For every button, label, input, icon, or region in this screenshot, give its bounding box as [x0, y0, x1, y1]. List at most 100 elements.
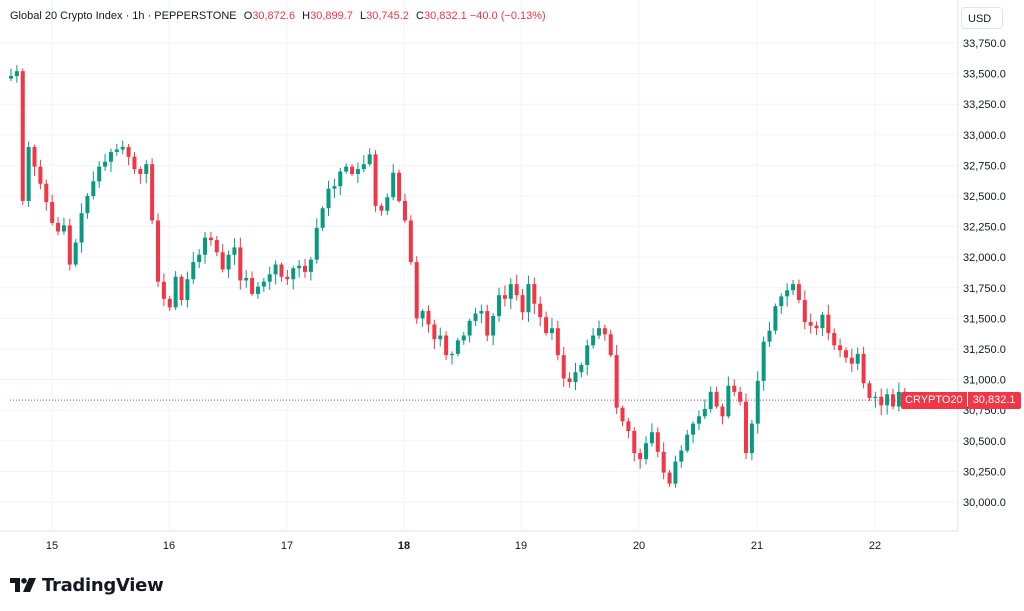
grid-lines: [0, 0, 958, 531]
candle-down: [485, 311, 490, 336]
legend-high-label: H: [302, 10, 311, 22]
legend-low: 30,745.2: [366, 10, 409, 22]
candle-down: [514, 284, 519, 296]
legend-title: Global 20 Crypto Index · 1h · PEPPERSTON…: [10, 10, 237, 22]
candle-down: [156, 220, 160, 282]
candle-up: [185, 279, 190, 301]
candle-down: [843, 350, 848, 358]
candle-down: [808, 322, 813, 326]
candle-up: [779, 296, 784, 307]
candle-up: [261, 281, 266, 287]
candle-up: [491, 315, 496, 336]
candle-up: [73, 242, 78, 265]
candle-down: [397, 172, 402, 201]
candle-down: [632, 431, 637, 454]
legend-close-label: C: [416, 10, 424, 22]
candle-up: [308, 259, 313, 272]
candle-up: [461, 335, 466, 341]
candle-down: [50, 202, 55, 223]
candle-up: [344, 166, 349, 172]
price-tag-symbol: CRYPTO20: [901, 392, 967, 409]
candle-up: [85, 196, 90, 214]
time-axis[interactable]: 15 16 17 18 19 20 21 22: [46, 540, 881, 552]
candle-down: [608, 334, 613, 356]
candle-up: [355, 169, 360, 174]
candle-down: [444, 335, 449, 356]
candle-down: [132, 156, 137, 170]
candle-down: [720, 406, 725, 417]
candle-down: [879, 396, 884, 406]
candle-up: [232, 247, 237, 255]
candle-down: [214, 240, 219, 253]
candle-up: [785, 290, 790, 297]
candle-up: [267, 274, 272, 282]
candle-down: [208, 237, 213, 241]
currency-button[interactable]: USD: [961, 7, 1003, 29]
candle-up: [320, 208, 325, 228]
candle-down: [614, 355, 619, 408]
candle-up: [896, 391, 901, 407]
candle-down: [279, 264, 284, 277]
candle-down: [744, 401, 748, 454]
candle-down: [56, 222, 61, 232]
candle-up: [97, 166, 102, 182]
candle-up: [685, 434, 690, 451]
price-tick-label: 31,000.0: [963, 375, 1006, 387]
candle-up: [820, 314, 825, 329]
candle-down: [402, 200, 407, 221]
legend-open: 30,872.6: [252, 10, 296, 22]
candle-up: [191, 262, 196, 280]
candle-down: [408, 220, 413, 263]
candle-up: [873, 396, 878, 398]
candle-up: [726, 385, 731, 417]
candle-up: [579, 364, 584, 373]
price-tick-label: 31,500.0: [963, 313, 1006, 325]
time-tick-label: 17: [281, 540, 293, 552]
candle-up: [438, 335, 443, 340]
candle-up: [367, 154, 372, 165]
price-tick-label: 32,500.0: [963, 191, 1006, 203]
price-tick-label: 32,750.0: [963, 160, 1006, 172]
candles: [9, 65, 907, 488]
time-tick-label: 22: [869, 540, 881, 552]
candle-up: [526, 284, 531, 313]
candle-up: [144, 164, 149, 174]
time-tick-label: 18: [398, 540, 410, 552]
price-tick-label: 33,750.0: [963, 38, 1006, 50]
candle-down: [150, 164, 155, 221]
candle-down: [126, 147, 131, 157]
candle-up: [644, 443, 649, 460]
candle-up: [573, 372, 578, 383]
candle-down: [796, 284, 801, 301]
candle-down: [502, 295, 507, 299]
candle-down: [561, 355, 566, 379]
candle-up: [702, 408, 707, 417]
candle-down: [849, 357, 854, 364]
candle-down: [655, 432, 660, 452]
candle-down: [167, 298, 172, 308]
candle-up: [885, 394, 890, 406]
candle-up: [591, 335, 596, 346]
candle-down: [426, 311, 431, 325]
candle-up: [450, 353, 454, 356]
candle-down: [861, 353, 866, 384]
candle-up: [549, 328, 554, 334]
candle-down: [838, 345, 843, 351]
candle-up: [14, 71, 19, 77]
candle-up: [761, 341, 766, 381]
candle-up: [255, 286, 260, 294]
candle-down: [20, 71, 25, 201]
candle-up: [585, 345, 590, 365]
brand-logo[interactable]: TradingView: [10, 573, 164, 597]
candle-up: [649, 432, 654, 444]
legend-high: 30,899.7: [310, 10, 353, 22]
candle-down: [432, 324, 437, 340]
price-axis[interactable]: 30,000.030,250.030,500.030,750.031,000.0…: [963, 38, 1006, 509]
candle-down: [67, 225, 72, 265]
candle-up: [61, 225, 66, 232]
price-tick-label: 30,000.0: [963, 497, 1006, 509]
candle-down: [732, 385, 737, 392]
candle-down: [373, 154, 378, 206]
candle-down: [544, 317, 549, 334]
